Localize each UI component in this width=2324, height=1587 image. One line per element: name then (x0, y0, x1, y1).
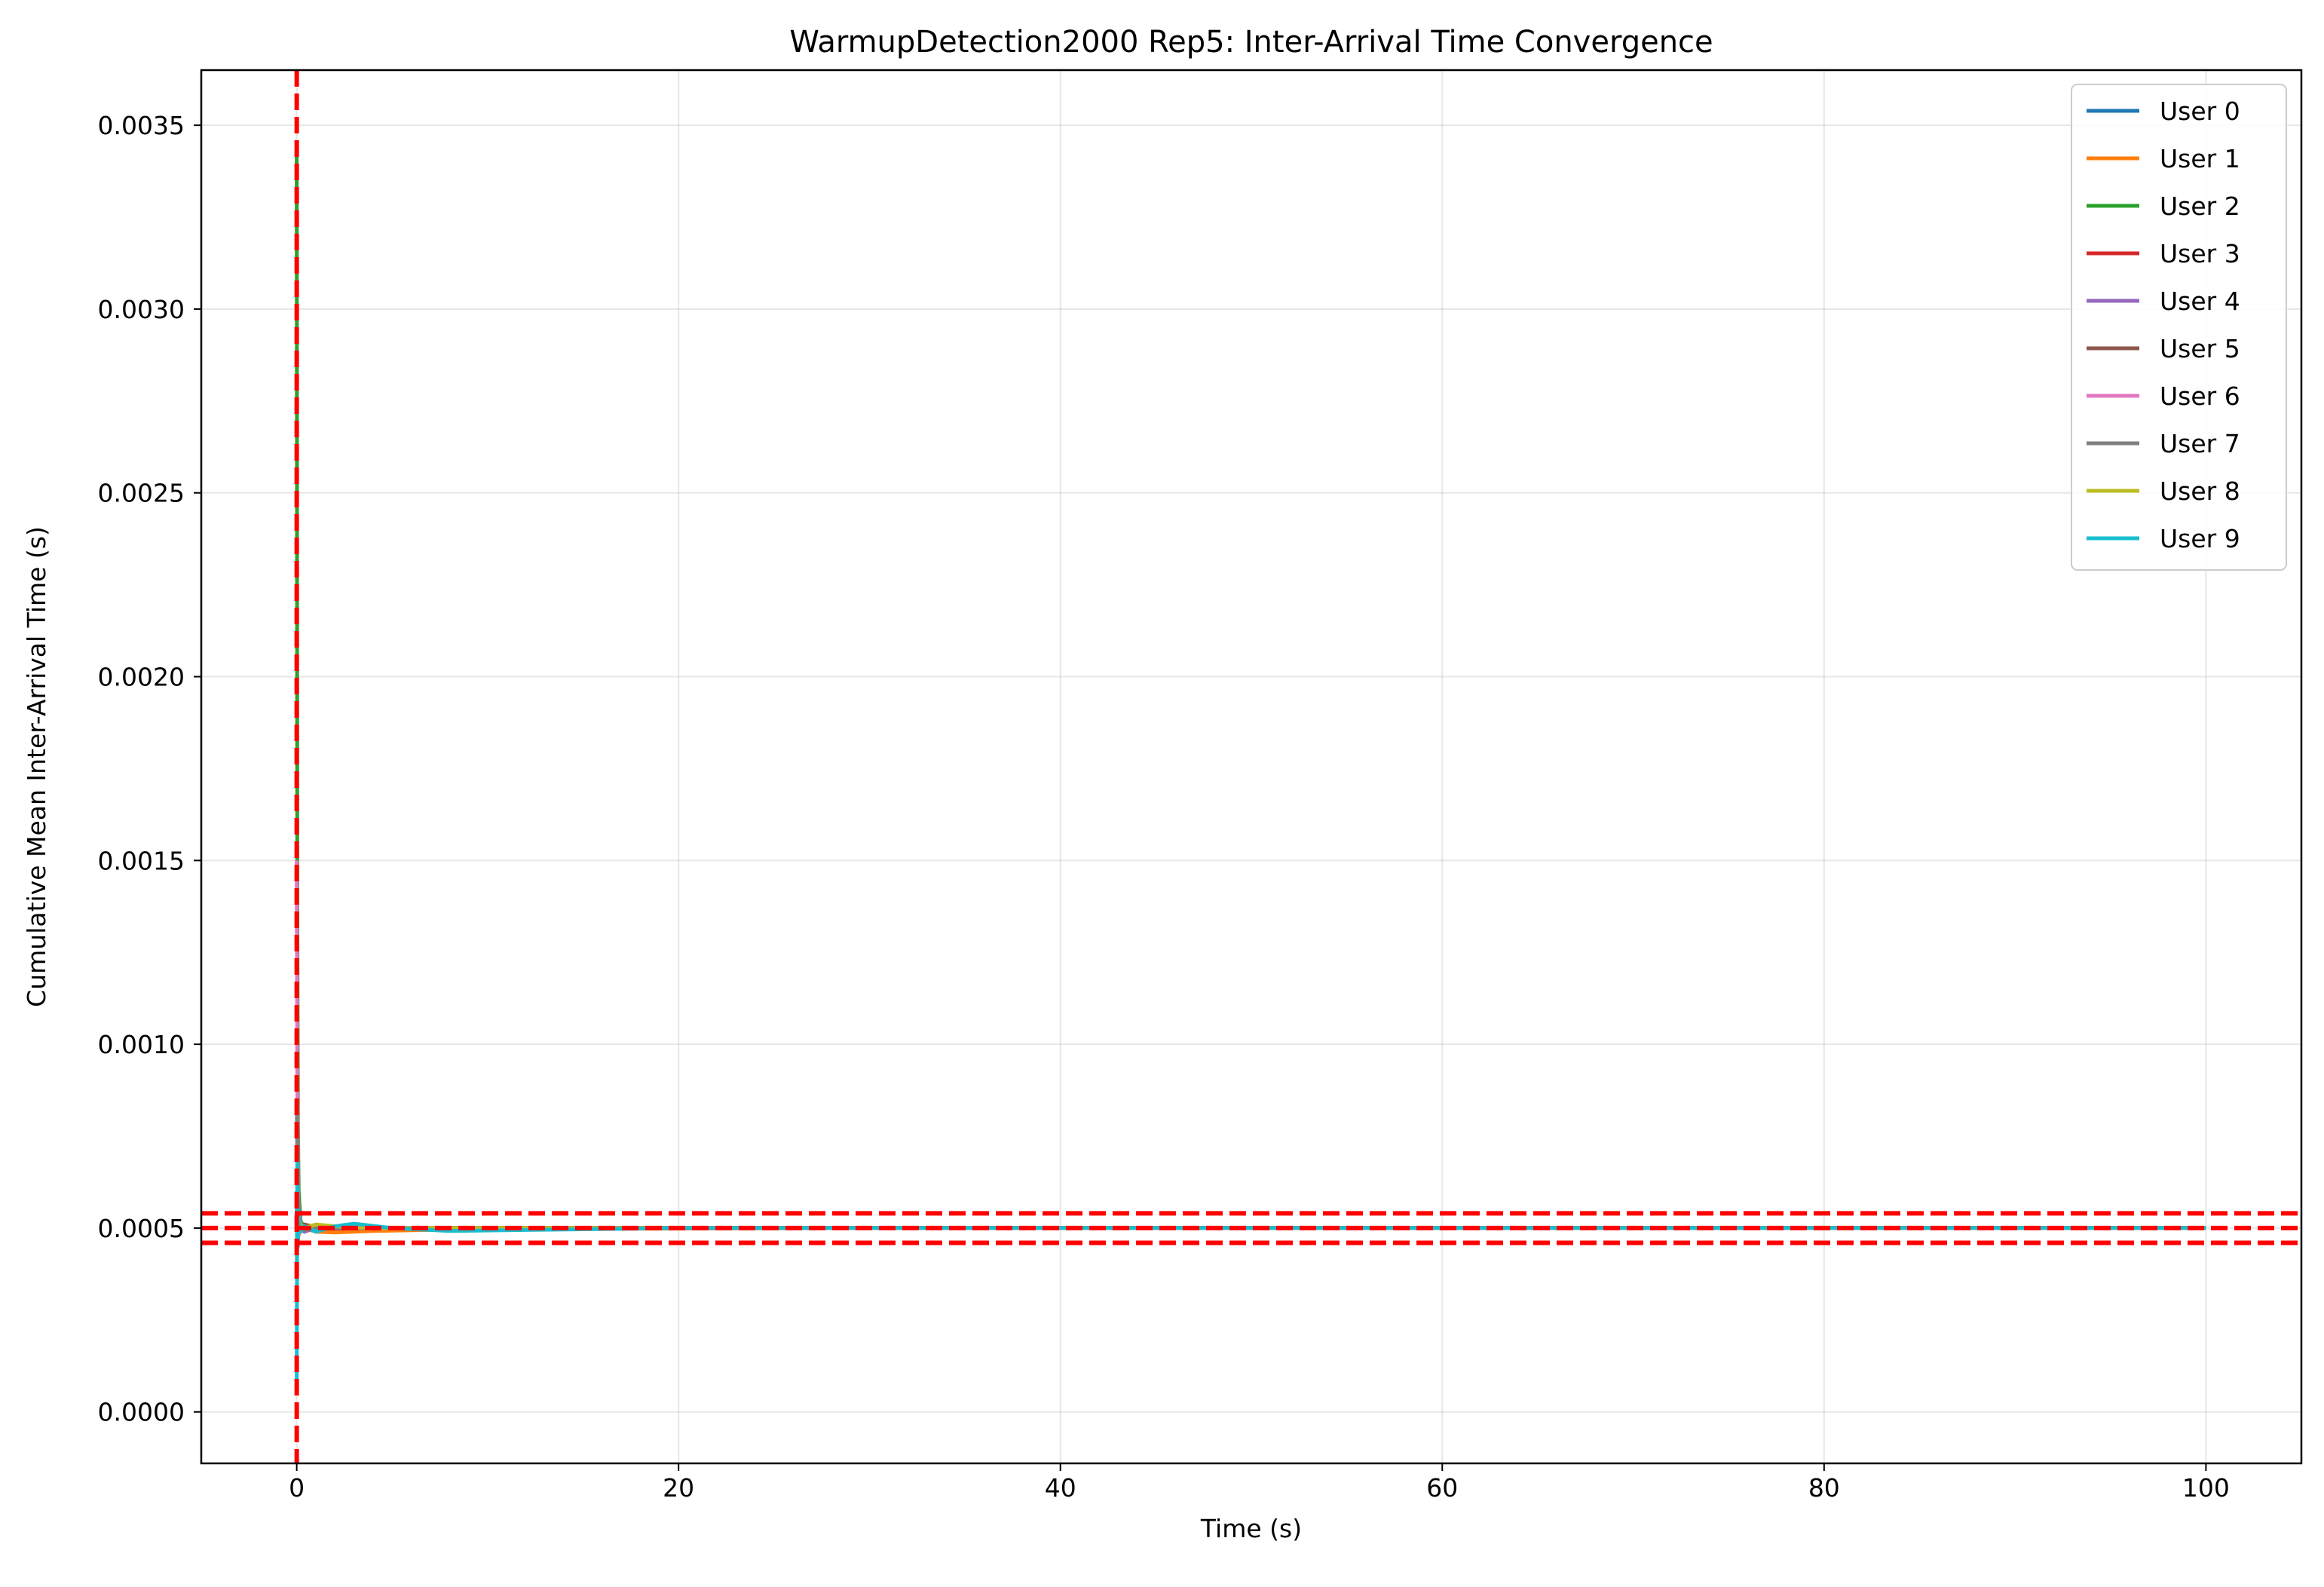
x-tick-label: 80 (1808, 1473, 1840, 1503)
x-axis-label: Time (s) (1200, 1514, 1302, 1543)
legend-label: User 4 (2160, 286, 2240, 316)
y-tick-label: 0.0015 (98, 846, 185, 875)
x-tick-label: 60 (1426, 1473, 1458, 1503)
y-tick-label: 0.0010 (98, 1030, 185, 1059)
legend-label: User 5 (2160, 334, 2240, 363)
y-tick-label: 0.0035 (98, 111, 185, 140)
legend-label: User 3 (2160, 239, 2240, 268)
legend-label: User 8 (2160, 476, 2240, 506)
y-tick-label: 0.0030 (98, 295, 185, 324)
legend-label: User 1 (2160, 144, 2240, 173)
legend-label: User 9 (2160, 524, 2240, 553)
legend-label: User 0 (2160, 97, 2240, 126)
y-tick-label: 0.0005 (98, 1214, 185, 1243)
tick-layer: 0 20 40 60 80 100 0.0000 0.0005 0.0010 0.0015 0.00… (98, 111, 2230, 1503)
legend-label: User 6 (2160, 381, 2240, 411)
legend: User 0 User 1 User 2 User 3 User 4 User 5 User… (2071, 84, 2287, 571)
x-tick-label: 0 (289, 1473, 305, 1503)
y-axis-label: Cumulative Mean Inter-Arrival Time (s) (22, 526, 51, 1007)
plot-frame (200, 69, 2303, 1465)
x-tick-label: 20 (663, 1473, 694, 1503)
legend-label: User 2 (2160, 191, 2240, 221)
x-tick-label: 100 (2182, 1473, 2230, 1503)
y-tick-label: 0.0025 (98, 479, 185, 508)
chart-title: WarmupDetection2000 Rep5: Inter-Arrival … (789, 25, 1713, 60)
y-tick-label: 0.0020 (98, 663, 185, 692)
x-tick-label: 40 (1045, 1473, 1076, 1503)
reference-lines-layer (201, 70, 2301, 1463)
y-tick-label: 0.0000 (98, 1398, 185, 1427)
legend-label: User 7 (2160, 429, 2240, 458)
